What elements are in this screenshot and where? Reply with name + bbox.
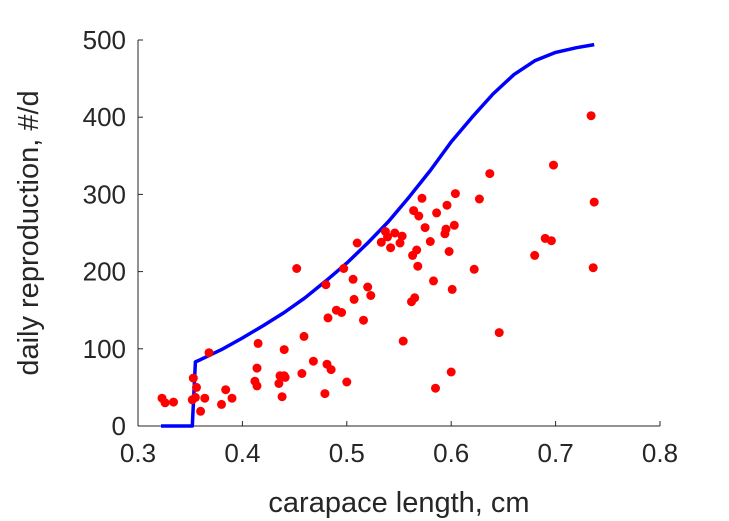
data-point [190,392,200,402]
data-point [169,397,178,407]
data-point [494,328,504,338]
data-point [474,194,484,204]
data-points [157,111,599,416]
data-point [292,264,302,273]
data-point [395,238,405,248]
data-point [363,282,373,292]
data-point [449,220,459,230]
y-tick-label: 400 [83,102,126,132]
data-point [337,308,347,317]
data-point [398,336,408,346]
data-point [589,197,599,207]
data-point [200,393,210,403]
data-point [277,392,287,402]
data-point [444,247,454,256]
data-point [549,160,558,170]
y-tick-label: 300 [83,179,126,209]
data-point [469,264,479,274]
data-point [280,372,290,382]
data-point [413,261,423,271]
data-point [546,236,556,246]
data-point [412,245,422,255]
ticks: 0.3 0.4 0.5 0.6 0.7 0.8 0 100 200 300 400 500 [83,25,678,468]
data-point [192,382,201,392]
x-tick-label: 0.5 [329,438,365,468]
x-axis-title: carapace length, cm [268,487,529,519]
data-point [321,280,331,290]
data-point [342,377,352,387]
data-point [447,284,457,294]
data-point [252,381,262,391]
fit-line-group [161,42,595,428]
data-point [383,232,392,242]
data-point [442,200,452,210]
y-tick-label: 0 [112,411,126,441]
data-point [588,263,598,273]
x-tick-label: 0.6 [433,438,469,468]
data-point [349,294,359,304]
x-tick-label: 0.3 [120,438,156,468]
data-point [308,356,318,366]
data-point [432,208,442,218]
data-point [196,406,206,416]
data-point [386,243,396,253]
fit-curve [161,42,595,428]
data-point [417,193,427,203]
data-point [376,237,386,247]
data-point [446,367,456,377]
data-point [410,293,420,303]
data-point [431,383,440,393]
data-point [339,264,349,273]
data-point [227,393,237,403]
data-point [441,224,451,234]
data-point [297,369,307,378]
data-point [485,169,495,179]
data-point [348,274,358,284]
data-point [530,250,540,260]
x-tick-label: 0.7 [538,438,574,468]
y-tick-label: 500 [83,25,126,55]
data-point [323,313,333,323]
data-point [429,276,438,286]
data-point [274,379,284,388]
data-point [326,365,336,375]
data-point [397,231,407,241]
y-axis-title: daily reproduction, #/d [13,90,45,375]
data-point [352,238,362,248]
x-tick-label: 0.8 [642,438,678,468]
data-point [390,228,400,238]
data-point [221,385,231,395]
data-point [366,291,376,300]
data-point [252,363,262,373]
data-point [425,237,435,246]
data-point [414,211,424,221]
data-point [204,348,214,358]
data-point [586,111,596,121]
data-point [217,399,226,409]
data-point [420,223,430,233]
axes [137,40,660,427]
data-point [359,315,368,325]
data-point [299,331,309,341]
y-tick-label: 100 [83,334,126,364]
data-point [253,338,263,348]
data-point [450,189,460,199]
data-point [188,373,198,383]
x-tick-label: 0.4 [224,438,260,468]
data-point [160,398,170,408]
data-point [320,389,330,399]
y-tick-label: 200 [83,257,126,287]
data-point [279,345,289,355]
